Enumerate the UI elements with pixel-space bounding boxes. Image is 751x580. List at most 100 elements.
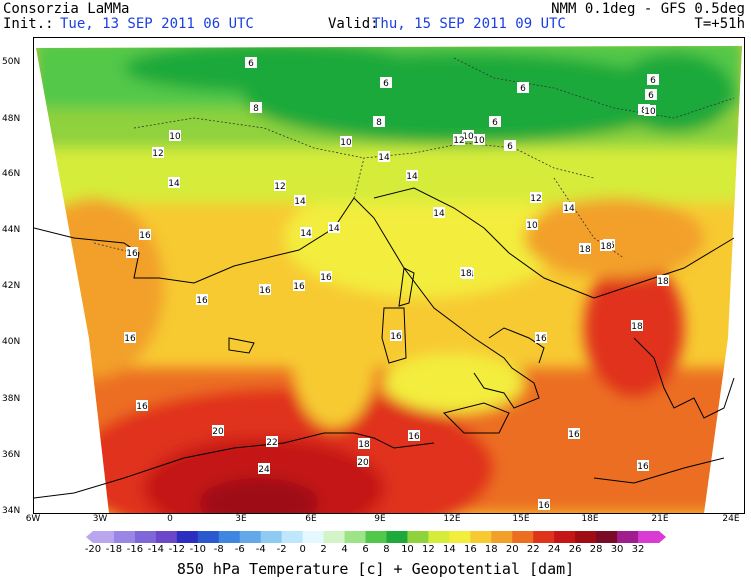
colorbar-swatch bbox=[113, 531, 136, 543]
contour-label: 14 bbox=[433, 207, 445, 219]
svg-text:16: 16 bbox=[136, 402, 148, 412]
colorbar-swatch bbox=[218, 531, 241, 543]
contour-label: 6 bbox=[647, 74, 659, 86]
colorbar-swatch bbox=[596, 531, 618, 543]
colorbar-swatch bbox=[239, 531, 262, 543]
contour-label: 14 bbox=[168, 177, 180, 189]
svg-text:14: 14 bbox=[300, 229, 312, 239]
contour-label: 10 bbox=[644, 105, 656, 117]
contour-label: 10 bbox=[169, 130, 181, 142]
svg-text:16: 16 bbox=[293, 282, 305, 292]
svg-text:6: 6 bbox=[248, 59, 254, 69]
svg-text:10: 10 bbox=[526, 221, 538, 231]
lon-tick: 6W bbox=[25, 514, 41, 524]
contour-label: 16 bbox=[535, 332, 547, 344]
lat-tick: 48N bbox=[2, 114, 21, 124]
contour-label: 16 bbox=[259, 284, 271, 296]
contour-label: 12 bbox=[274, 180, 286, 192]
contour-label: 6 bbox=[489, 116, 501, 128]
colorbar-label: -14 bbox=[147, 544, 165, 555]
svg-text:6: 6 bbox=[648, 91, 654, 101]
colorbar-swatch bbox=[281, 531, 304, 543]
lon-tick: 0 bbox=[167, 514, 173, 524]
contour-label: 18 bbox=[631, 320, 643, 332]
contour-label: 16 bbox=[568, 428, 580, 440]
colorbar-label: -18 bbox=[105, 544, 123, 555]
contour-label: 18 bbox=[460, 267, 472, 279]
colorbar-label: 2 bbox=[320, 544, 327, 555]
lon-tick: 3W bbox=[92, 514, 108, 524]
svg-text:14: 14 bbox=[406, 172, 418, 182]
svg-text:16: 16 bbox=[535, 334, 547, 344]
contour-label: 20 bbox=[212, 425, 224, 437]
colorbar-swatch bbox=[575, 531, 597, 543]
init-value: Tue, 13 SEP 2011 06 UTC bbox=[60, 16, 254, 32]
colorbar-label: -2 bbox=[276, 544, 287, 555]
contour-label: 16 bbox=[124, 332, 136, 344]
lead-time: T=+51h bbox=[694, 16, 745, 32]
contour-label: 22 bbox=[266, 436, 278, 448]
colorbar-label: 30 bbox=[610, 544, 624, 555]
svg-text:16: 16 bbox=[196, 296, 208, 306]
svg-text:6: 6 bbox=[650, 76, 656, 86]
svg-text:8: 8 bbox=[376, 118, 382, 128]
svg-text:16: 16 bbox=[124, 334, 136, 344]
svg-text:16: 16 bbox=[390, 332, 402, 342]
valid-value: Thu, 15 SEP 2011 09 UTC bbox=[372, 16, 566, 32]
lon-tick: 9E bbox=[374, 514, 386, 524]
lat-tick: 38N bbox=[2, 394, 21, 404]
org-title: Consorzia LaMMa bbox=[3, 1, 130, 17]
contour-label: 12 bbox=[453, 134, 465, 146]
svg-text:16: 16 bbox=[259, 286, 271, 296]
colorbar-swatch bbox=[512, 531, 534, 543]
lat-tick: 36N bbox=[2, 450, 21, 460]
lon-tick: 6E bbox=[305, 514, 317, 524]
contour-label: 16 bbox=[408, 430, 420, 442]
svg-text:16: 16 bbox=[139, 231, 151, 241]
svg-text:16: 16 bbox=[538, 501, 550, 511]
colorbar-label: -8 bbox=[213, 544, 224, 555]
svg-text:8: 8 bbox=[253, 104, 259, 114]
svg-text:10: 10 bbox=[340, 138, 352, 148]
lon-tick: 21E bbox=[651, 514, 669, 524]
contour-label: 8 bbox=[373, 116, 385, 128]
contour-label: 6 bbox=[517, 82, 529, 94]
lat-tick: 42N bbox=[2, 281, 21, 291]
svg-text:20: 20 bbox=[212, 427, 224, 437]
colorbar-swatch bbox=[428, 531, 450, 543]
colorbar-label: 18 bbox=[484, 544, 498, 555]
contour-label-layer: 6666666888101010101010121212121414141414… bbox=[124, 57, 669, 511]
contour-label: 18 bbox=[358, 438, 370, 450]
model-title: NMM 0.1deg - GFS 0.5deg bbox=[551, 1, 745, 17]
contour-label: 10 bbox=[473, 134, 485, 146]
lon-tick: 15E bbox=[512, 514, 530, 524]
svg-text:6: 6 bbox=[520, 84, 526, 94]
map-field: 6666666888101010101010121212121414141414… bbox=[34, 46, 742, 513]
contour-label: 12 bbox=[152, 147, 164, 159]
contour-label: 18 bbox=[579, 243, 591, 255]
temperature-map: 6666666888101010101010121212121414141414… bbox=[33, 37, 745, 514]
contour-label: 16 bbox=[320, 271, 332, 283]
lon-tick: 3E bbox=[235, 514, 247, 524]
colorbar-swatch bbox=[302, 531, 325, 543]
colorbar-label: 20 bbox=[505, 544, 519, 555]
svg-text:18: 18 bbox=[600, 242, 612, 252]
colorbar-swatch bbox=[470, 531, 492, 543]
colorbar-label: 22 bbox=[526, 544, 540, 555]
svg-text:22: 22 bbox=[266, 438, 277, 448]
lat-tick: 50N bbox=[2, 57, 21, 67]
contour-label: 24 bbox=[258, 463, 270, 475]
contour-label: 12 bbox=[530, 192, 542, 204]
svg-text:20: 20 bbox=[357, 458, 369, 468]
colorbar-label: 28 bbox=[589, 544, 603, 555]
lat-tick: 46N bbox=[2, 169, 21, 179]
colorbar-swatch bbox=[155, 531, 178, 543]
svg-text:6: 6 bbox=[383, 79, 389, 89]
svg-text:16: 16 bbox=[320, 273, 332, 283]
colorbar-label: 10 bbox=[401, 544, 414, 555]
svg-text:10: 10 bbox=[473, 136, 485, 146]
svg-text:12: 12 bbox=[152, 149, 163, 159]
svg-text:10: 10 bbox=[169, 132, 181, 142]
svg-text:6: 6 bbox=[507, 142, 513, 152]
colorbar-swatch bbox=[638, 531, 660, 543]
